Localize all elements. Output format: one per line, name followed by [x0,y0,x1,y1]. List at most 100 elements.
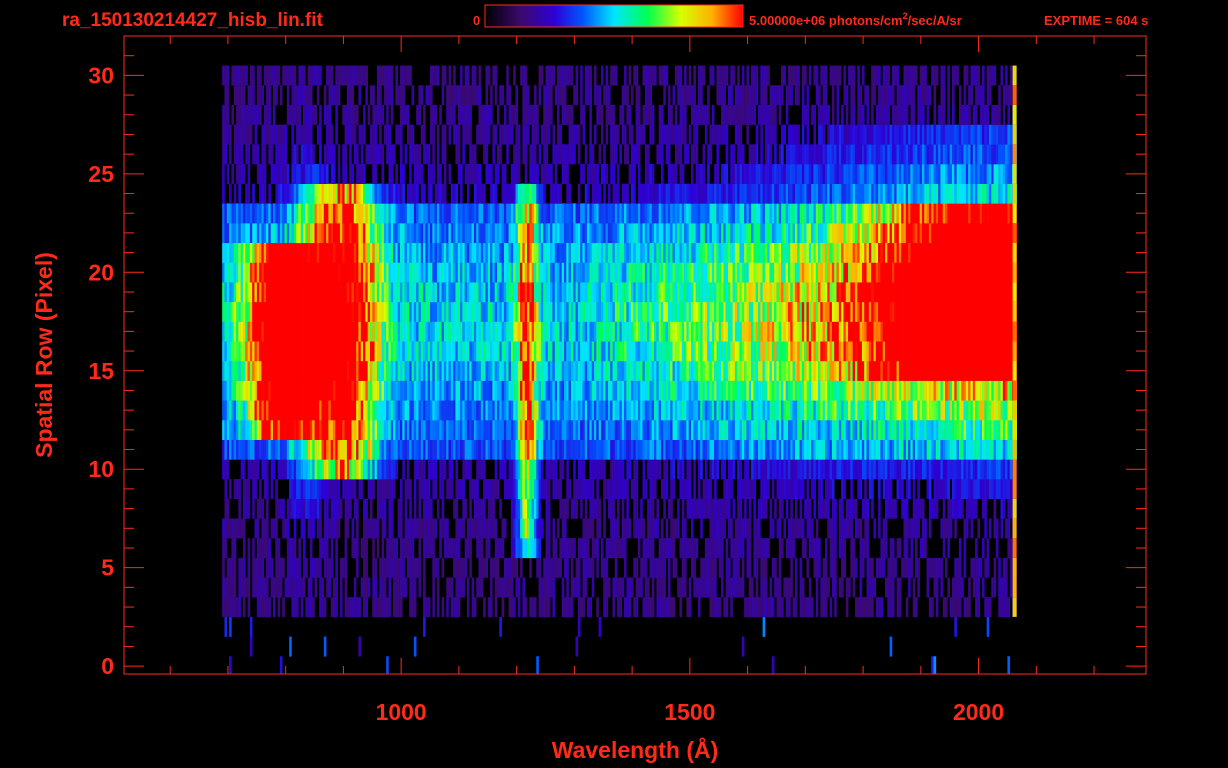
heatmap-cell [346,498,350,519]
heatmap-cell [487,301,491,322]
heatmap-cell [249,439,253,460]
heatmap-cell [785,341,789,362]
heatmap-cell [979,360,983,381]
heatmap-cell [799,400,803,421]
heatmap-cell [272,459,276,480]
heatmap-cell [878,498,881,519]
heatmap-cell [367,439,371,460]
heatmap-cell [799,597,803,618]
heatmap-cell [293,498,297,519]
heatmap-cell [434,439,438,460]
heatmap-cell [732,577,736,598]
heatmap-cell [915,597,918,618]
heatmap-cell [397,419,401,440]
heatmap-cell [453,380,456,401]
heatmap-cell [381,498,385,519]
heatmap-cell [462,498,465,519]
heatmap-cell [885,439,888,460]
heatmap-cell [529,459,532,480]
heatmap-cell [314,301,318,322]
heatmap-cell [626,439,629,460]
heatmap-cell [279,498,283,519]
heatmap-cell [353,538,357,559]
heatmap-cell [718,538,722,559]
heatmap-cell [954,282,957,303]
heatmap-cell [600,419,604,440]
heatmap-cell [406,518,410,539]
heatmap-cell [938,400,941,421]
heatmap-cell [533,360,537,381]
heatmap-cell [333,459,336,480]
heatmap-cell [637,400,641,421]
heatmap-cell [975,282,978,303]
heatmap-cell [226,498,230,519]
heatmap-cell [681,439,685,460]
heatmap-cell [665,360,669,381]
heatmap-cell [404,360,408,381]
heatmap-cell [614,479,618,500]
heatmap-cell [284,321,288,342]
heatmap-cell [811,459,814,480]
heatmap-cell [843,321,847,342]
heatmap-cell [469,419,472,440]
heatmap-cell [1009,301,1013,322]
heatmap-cell [441,400,445,421]
heatmap-cell [395,439,398,460]
heatmap-cell [838,400,842,421]
heatmap-cell [531,439,535,460]
heatmap-cell [921,400,925,421]
heatmap-cell [420,479,424,500]
heatmap-cell [404,321,408,342]
heatmap-cell [677,518,680,539]
heatmap-cell [279,380,283,401]
heatmap-cell [878,419,881,440]
heatmap-cell [344,459,348,480]
heatmap-cell [275,518,278,539]
heatmap-cell [522,518,526,539]
heatmap-cell [905,498,909,519]
heatmap-cell [691,301,694,322]
heatmap-cell [767,360,770,381]
heatmap-cell [794,577,798,598]
heatmap-cell [266,498,269,519]
heatmap-cell [307,380,311,401]
heatmap-cell [563,282,567,303]
heatmap-cell [561,459,565,480]
heatmap-cell [970,380,974,401]
heatmap-cell [531,498,535,519]
heatmap-cell [896,341,900,362]
heatmap-cell [372,360,375,381]
heatmap-cell [857,400,860,421]
heatmap-cell [621,518,625,539]
heatmap-cell [330,518,334,539]
heatmap-cell [848,400,851,421]
heatmap-cell [580,341,583,362]
heatmap-cell [423,479,426,500]
heatmap-cell [984,557,987,578]
heatmap-cell [446,301,449,322]
heatmap-cell [933,380,937,401]
heatmap-cell [515,400,519,421]
heatmap-cell [480,321,484,342]
heatmap-cell [635,479,639,500]
heatmap-cell [503,380,507,401]
heatmap-cell [887,439,890,460]
heatmap-cell [677,439,680,460]
heatmap-cell [961,321,964,342]
heatmap-cell [822,557,826,578]
heatmap-cell [261,498,265,519]
heatmap-cell [249,459,253,480]
heatmap-cell [453,301,456,322]
heatmap-cell [222,439,225,460]
heatmap-cell [480,439,484,460]
heatmap-cell [529,439,532,460]
heatmap-cell [233,380,237,401]
heatmap-cell [529,282,532,303]
heatmap-cell [596,597,599,618]
heatmap-cell [806,439,810,460]
heatmap-cell [397,498,401,519]
heatmap-cell [594,498,597,519]
heatmap-cell [270,439,274,460]
heatmap-cell [441,479,445,500]
heatmap-cell [968,400,971,421]
